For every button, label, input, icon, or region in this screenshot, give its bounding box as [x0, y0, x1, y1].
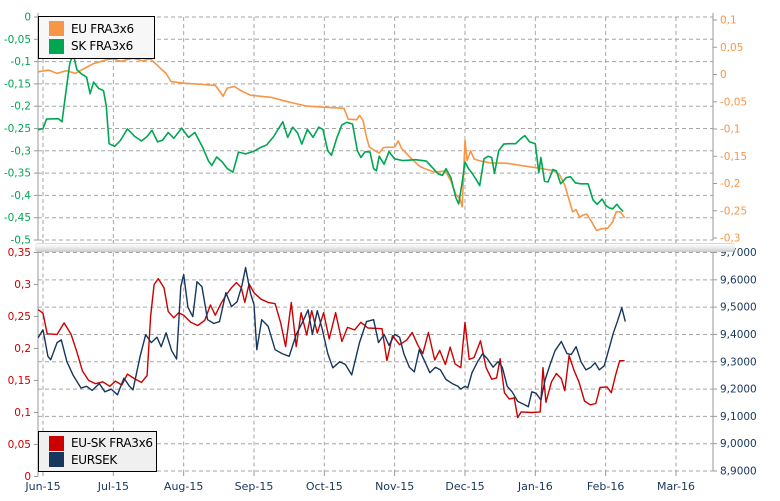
left-axis-tick-label: 0,3 — [14, 279, 31, 291]
left-axis-tick-label: -0,1 — [11, 56, 32, 68]
x-axis-label: Dec-15 — [445, 480, 484, 493]
right-axis-tick-label: -0,15 — [720, 151, 747, 163]
left-axis-tick-label: 0,2 — [14, 343, 31, 355]
right-axis-tick-label: 0,05 — [720, 42, 743, 54]
left-axis-tick-label: 0 — [24, 12, 31, 24]
x-axis-label: Jun-15 — [24, 480, 60, 493]
left-axis-tick-label: -0,35 — [4, 168, 31, 180]
right-axis-tick-label: 9,1000 — [720, 411, 757, 423]
right-axis-tick-label: -0,2 — [720, 178, 741, 190]
series-line-eu-sk-fra3x6 — [37, 278, 625, 419]
legend-swatch-eu-icon — [49, 21, 64, 37]
series-line-eu-fra3x6 — [37, 57, 626, 232]
legend-item-eu-sk-spread: EU-SK FRA3x6 — [49, 435, 153, 451]
x-axis-label: Oct-15 — [306, 480, 343, 493]
legend-swatch-eursek-icon — [49, 452, 64, 468]
legend-swatch-spread-icon — [49, 435, 64, 451]
panel-separator-bar[interactable] — [35, 243, 735, 252]
legend-swatch-sk-icon — [49, 38, 64, 54]
left-axis-tick-label: -0,25 — [4, 123, 31, 135]
right-axis-tick-label: 9,3000 — [720, 356, 757, 368]
left-axis-tick-label: -0,2 — [11, 101, 32, 113]
right-axis-tick-label: 9,4000 — [720, 329, 757, 341]
legend-top: EU FRA3x6 SK FRA3x6 — [38, 16, 155, 59]
legend-label-spread: EU-SK FRA3x6 — [71, 436, 153, 451]
right-axis-tick-label: 9,2000 — [720, 384, 757, 396]
left-axis-tick-label: 0,1 — [14, 407, 31, 419]
right-axis-tick-label: -0,05 — [720, 96, 747, 108]
right-axis-tick-label: 9,5000 — [720, 302, 757, 314]
legend-bottom: EU-SK FRA3x6 EURSEK — [38, 431, 157, 472]
x-axis-label: Mar-16 — [657, 480, 695, 493]
x-axis-label: Aug-15 — [164, 480, 203, 493]
series-line-eursek — [37, 266, 626, 408]
left-axis-tick-label: -0,15 — [4, 78, 31, 90]
left-axis-tick-label: 0,15 — [8, 375, 31, 387]
x-axis-label: Feb-16 — [587, 480, 624, 493]
x-axis-label: Jul-15 — [97, 480, 129, 493]
left-axis-tick-label: -0,3 — [11, 145, 32, 157]
left-axis-tick-label: 0,25 — [8, 311, 31, 323]
right-axis-tick-label: 9,0000 — [720, 438, 757, 450]
left-axis-tick-label: -0,4 — [11, 190, 32, 202]
series-line-sk-fra3x6 — [37, 52, 624, 213]
right-axis-tick-label: -0,3 — [720, 233, 741, 245]
legend-item-eursek: EURSEK — [49, 452, 152, 468]
legend-label-eu: EU FRA3x6 — [71, 21, 134, 36]
right-axis-tick-label: 9,6000 — [720, 274, 757, 286]
left-axis-tick-label: -0,45 — [4, 212, 31, 224]
left-axis-tick-label: 0,35 — [8, 247, 31, 259]
x-axis-label: Sep-15 — [235, 480, 274, 493]
left-axis-tick-label: -0,5 — [11, 235, 32, 247]
right-axis-tick-label: 8,9000 — [720, 466, 757, 478]
legend-label-eursek: EURSEK — [71, 452, 117, 467]
right-axis-tick-label: -0,25 — [720, 205, 747, 217]
left-axis-tick-label: 0 — [24, 471, 31, 483]
right-axis-tick-label: -0,1 — [720, 124, 741, 136]
x-axis-label: Jan-16 — [517, 480, 553, 493]
legend-item-sk-fra3x6: SK FRA3x6 — [49, 38, 150, 54]
right-axis-tick-label: 0 — [720, 69, 727, 81]
legend-label-sk: SK FRA3x6 — [71, 39, 133, 54]
left-axis-tick-label: -0,05 — [4, 34, 31, 46]
right-axis-tick-label: 0,1 — [720, 15, 737, 27]
left-axis-tick-label: 0,05 — [8, 439, 31, 451]
legend-item-eu-fra3x6: EU FRA3x6 — [49, 21, 150, 37]
x-axis-label: Nov-15 — [375, 480, 414, 493]
